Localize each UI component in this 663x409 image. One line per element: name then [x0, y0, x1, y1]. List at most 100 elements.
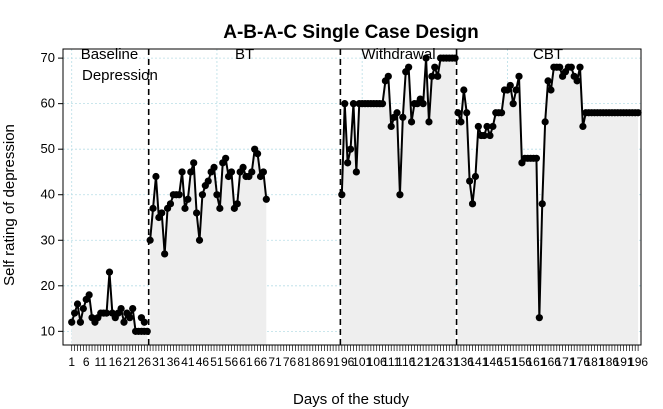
data-point	[451, 54, 459, 62]
data-point	[556, 63, 564, 71]
annotation-label: Depression	[82, 67, 158, 84]
data-point	[213, 191, 221, 199]
x-tick-label: 111	[382, 355, 401, 369]
data-point	[178, 168, 186, 176]
x-tick-label: 196	[628, 355, 648, 369]
x-tick-label: 26	[138, 355, 152, 369]
data-point	[573, 77, 581, 85]
x-tick-label: 191	[614, 355, 634, 369]
data-point	[352, 168, 360, 176]
x-tick-label: 51	[210, 355, 224, 369]
data-point	[187, 168, 195, 176]
x-tick-label: 46	[196, 355, 210, 369]
data-point	[204, 177, 212, 185]
data-point	[506, 81, 514, 90]
x-tick-label: 141	[468, 355, 488, 369]
data-point	[143, 327, 151, 335]
data-point	[68, 318, 76, 326]
data-point	[428, 72, 436, 80]
phase-label: Baseline	[81, 46, 139, 63]
data-point	[161, 250, 169, 258]
x-tick-label: 156	[512, 355, 532, 369]
data-point	[405, 63, 413, 71]
data-point	[547, 86, 555, 94]
data-point	[399, 113, 407, 121]
data-point	[181, 204, 189, 212]
y-tick-label: 60	[41, 96, 55, 111]
data-point	[474, 122, 482, 131]
data-point	[466, 177, 474, 185]
series-area	[71, 272, 148, 345]
data-point	[222, 154, 230, 162]
plot-frame	[62, 48, 642, 346]
data-point	[396, 191, 404, 199]
data-point	[71, 309, 79, 317]
data-point	[431, 63, 439, 71]
chart-title: A-B-A-C Single Case Design	[223, 22, 478, 43]
x-tick-label: 121	[410, 355, 430, 369]
phase-label: BT	[235, 46, 254, 63]
data-point	[126, 314, 134, 322]
data-point	[146, 236, 154, 244]
y-tick-label: 20	[41, 278, 55, 293]
data-point	[422, 54, 430, 62]
data-point	[338, 191, 346, 199]
data-point	[489, 122, 497, 131]
x-tick-label: 56	[225, 355, 239, 369]
phase-label: CBT	[533, 46, 563, 63]
data-point	[341, 100, 349, 108]
x-tick-label: 181	[585, 355, 605, 369]
data-point	[349, 100, 358, 108]
x-tick-label: 81	[297, 355, 311, 369]
data-point	[497, 109, 506, 117]
x-tick-label: 76	[283, 355, 297, 369]
data-point	[79, 304, 87, 313]
data-point	[117, 304, 125, 313]
data-point	[85, 291, 93, 299]
x-axis-label: Days of the study	[293, 391, 409, 408]
data-point	[512, 86, 520, 94]
x-tick-label: 131	[439, 355, 459, 369]
data-point	[463, 109, 471, 117]
phase-lines: Baseline BT Withdrawal CBT	[81, 46, 563, 345]
x-tick-label: 66	[254, 355, 268, 369]
x-tick-label: 151	[497, 355, 517, 369]
data-point	[509, 100, 517, 108]
data-point	[471, 172, 480, 181]
y-axis-label: Self rating of depression	[1, 124, 18, 286]
data-point	[254, 150, 262, 158]
x-tick-label: 101	[352, 355, 372, 369]
data-point	[567, 63, 575, 71]
data-point	[175, 191, 183, 199]
x-tick-label: 41	[181, 355, 195, 369]
data-point	[259, 168, 268, 176]
data-point	[248, 168, 256, 176]
data-point	[140, 318, 148, 326]
data-point	[190, 159, 198, 167]
y-tick-label: 10	[41, 323, 55, 338]
data-point	[152, 172, 160, 181]
x-tick-label: 96	[341, 355, 355, 369]
data-point	[262, 195, 270, 203]
data-point	[457, 118, 465, 126]
data-point	[149, 204, 157, 212]
x-tick-label: 21	[123, 355, 137, 369]
data-point	[544, 77, 552, 85]
data-point	[195, 236, 204, 244]
series-area	[458, 67, 639, 345]
data-point	[538, 200, 546, 208]
data-point	[486, 131, 494, 140]
data-point	[483, 122, 491, 131]
data-point	[216, 204, 224, 212]
x-tick-label: 136	[454, 355, 474, 369]
data-point	[239, 163, 247, 171]
y-tick-label: 70	[41, 50, 55, 65]
y-tick-label: 50	[41, 141, 55, 156]
x-tick-label: 146	[483, 355, 503, 369]
x-tick-label: 31	[152, 355, 166, 369]
data-point	[434, 72, 442, 80]
data-point	[576, 63, 584, 71]
x-tick-label: 171	[555, 355, 575, 369]
